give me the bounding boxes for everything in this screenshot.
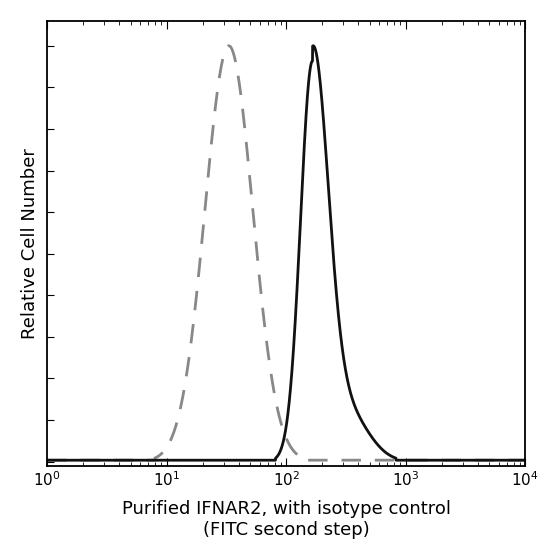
X-axis label: Purified IFNAR2, with isotype control
(FITC second step): Purified IFNAR2, with isotype control (F… (122, 501, 451, 539)
Y-axis label: Relative Cell Number: Relative Cell Number (21, 148, 39, 339)
